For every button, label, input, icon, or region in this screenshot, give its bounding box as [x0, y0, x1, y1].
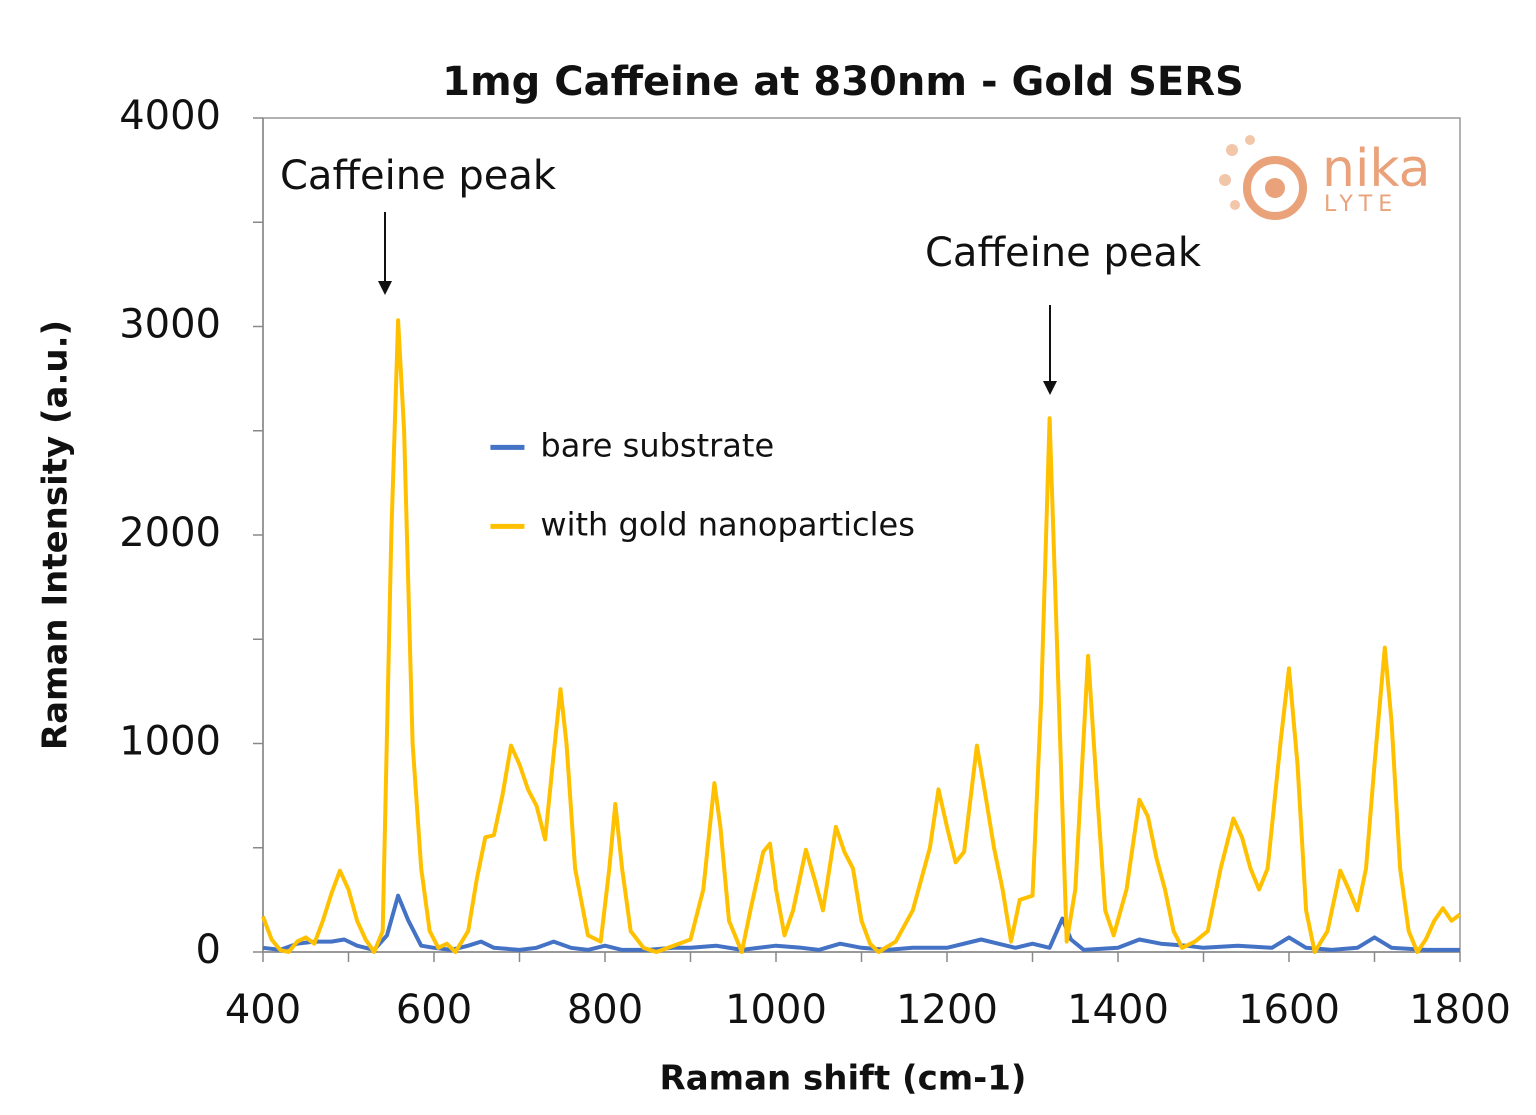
annotation-arrowhead: [1043, 381, 1057, 395]
legend-label: with gold nanoparticles: [540, 505, 914, 543]
logo-dot: [1265, 178, 1285, 198]
y-tick-label: 1000: [119, 719, 221, 765]
logo-dot: [1230, 200, 1240, 210]
x-tick-label: 800: [567, 987, 643, 1033]
logo-dot: [1226, 144, 1238, 156]
x-tick-label: 1800: [1409, 987, 1511, 1033]
x-axis-label: Raman shift (cm-1): [660, 1059, 1027, 1099]
logo-dot: [1245, 135, 1255, 145]
x-tick-label: 400: [225, 987, 301, 1033]
x-tick-label: 1000: [725, 987, 827, 1033]
logo-ring: [1243, 156, 1307, 220]
y-tick-label: 3000: [119, 302, 221, 348]
annotation-arrowhead: [378, 281, 392, 295]
x-tick-label: 1200: [896, 987, 998, 1033]
legend-label: bare substrate: [540, 426, 774, 464]
x-tick-label: 600: [396, 987, 472, 1033]
x-tick-label: 1600: [1238, 987, 1340, 1033]
logo-sub: LYTE: [1324, 192, 1398, 217]
logo: nika LYTE: [1219, 135, 1430, 220]
y-tick-label: 0: [196, 927, 221, 973]
series-line: [261, 318, 1462, 954]
logo-name: nika: [1322, 139, 1430, 199]
annotation: Caffeine peak: [925, 230, 1202, 276]
chart-title: 1mg Caffeine at 830nm - Gold SERS: [442, 59, 1244, 105]
y-tick-label: 2000: [119, 510, 221, 556]
annotation: Caffeine peak: [280, 153, 557, 199]
x-tick-label: 1400: [1067, 987, 1169, 1033]
y-axis-label: Raman Intensity (a.u.): [36, 320, 76, 750]
series-line: [262, 893, 1460, 952]
logo-dot: [1219, 174, 1231, 186]
y-tick-label: 4000: [119, 93, 221, 139]
